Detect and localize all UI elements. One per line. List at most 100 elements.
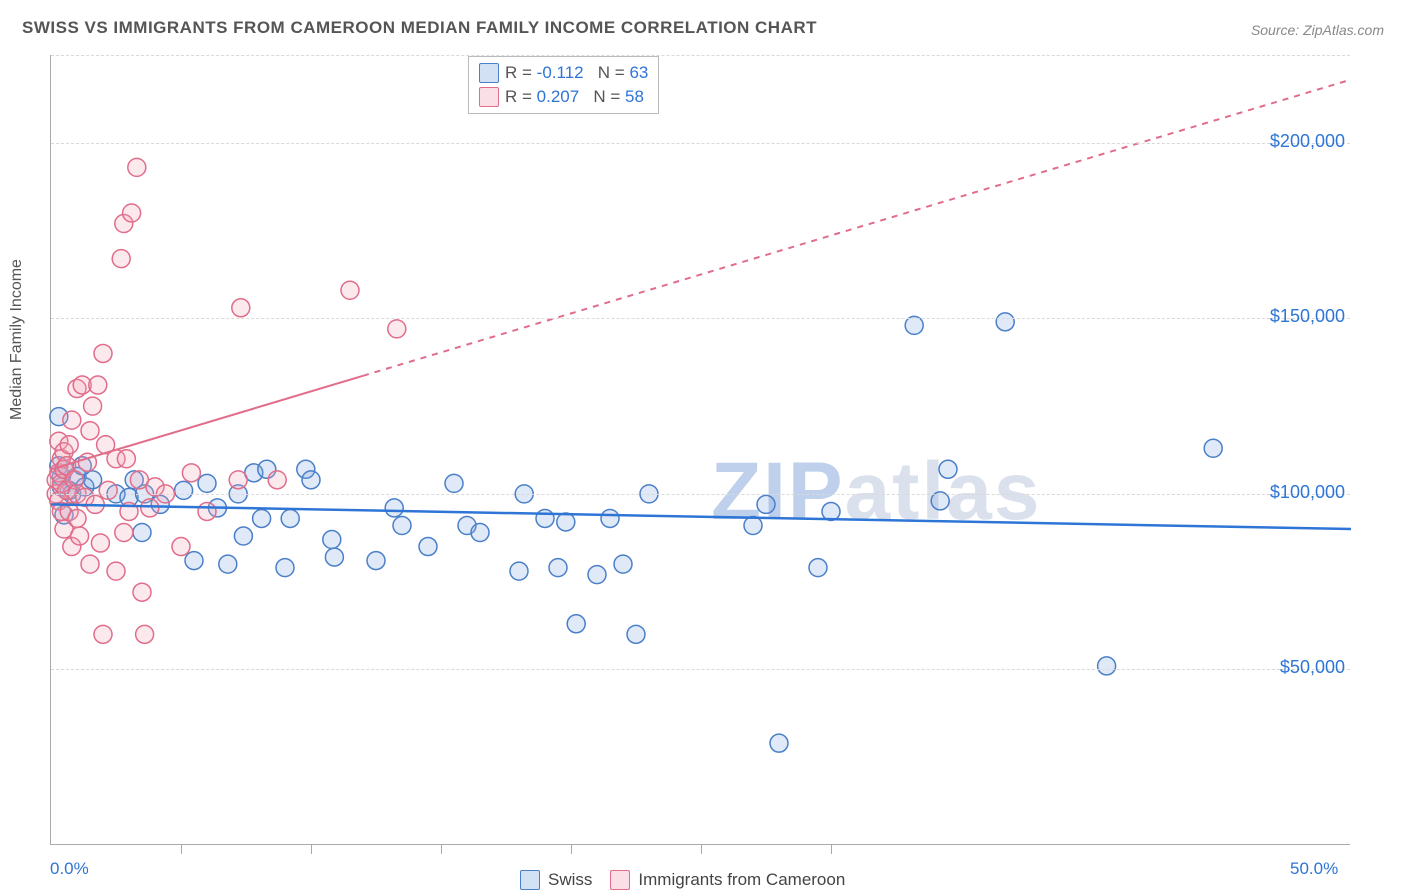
x-tick — [181, 844, 182, 854]
chart-title: SWISS VS IMMIGRANTS FROM CAMEROON MEDIAN… — [22, 18, 817, 38]
scatter-point — [939, 460, 957, 478]
scatter-point — [198, 474, 216, 492]
scatter-point — [445, 474, 463, 492]
scatter-point — [136, 625, 154, 643]
scatter-point — [325, 548, 343, 566]
scatter-point — [71, 527, 89, 545]
x-tick — [701, 844, 702, 854]
scatter-point — [557, 513, 575, 531]
legend-stats-row: R = -0.112 N = 63 — [479, 61, 648, 85]
scatter-point — [60, 436, 78, 454]
scatter-point — [367, 552, 385, 570]
scatter-point — [1098, 657, 1116, 675]
scatter-point — [822, 502, 840, 520]
scatter-point — [141, 499, 159, 517]
scatter-point — [172, 538, 190, 556]
scatter-point — [112, 250, 130, 268]
scatter-point — [115, 524, 133, 542]
gridline — [51, 494, 1350, 495]
scatter-point — [302, 471, 320, 489]
scatter-point — [94, 625, 112, 643]
scatter-point — [809, 559, 827, 577]
scatter-point — [84, 397, 102, 415]
legend-swatch — [520, 870, 540, 890]
x-tick — [441, 844, 442, 854]
source-label: Source: ZipAtlas.com — [1251, 22, 1384, 38]
scatter-point — [219, 555, 237, 573]
y-tick-label: $100,000 — [1250, 482, 1345, 503]
x-tick — [831, 844, 832, 854]
legend-stat-text: R = 0.207 N = 58 — [505, 87, 644, 107]
scatter-point — [1204, 439, 1222, 457]
scatter-point — [63, 411, 81, 429]
scatter-point — [81, 422, 99, 440]
x-tick — [311, 844, 312, 854]
scatter-point — [133, 524, 151, 542]
x-tick-label: 0.0% — [50, 859, 89, 879]
scatter-point — [627, 625, 645, 643]
plot-area: ZIPatlas — [50, 55, 1350, 845]
scatter-point — [268, 471, 286, 489]
scatter-point — [601, 509, 619, 527]
x-tick-label: 50.0% — [1290, 859, 1338, 879]
scatter-point — [99, 481, 117, 499]
scatter-point — [419, 538, 437, 556]
scatter-point — [175, 481, 193, 499]
scatter-point — [234, 527, 252, 545]
legend-series-item: Swiss — [520, 870, 592, 890]
y-tick-label: $150,000 — [1250, 306, 1345, 327]
scatter-point — [133, 583, 151, 601]
scatter-point — [123, 204, 141, 222]
scatter-point — [198, 502, 216, 520]
scatter-point — [744, 516, 762, 534]
scatter-point — [81, 555, 99, 573]
scatter-point — [185, 552, 203, 570]
scatter-point — [68, 509, 86, 527]
scatter-point — [84, 471, 102, 489]
scatter-point — [996, 313, 1014, 331]
trend-line-extrapolated — [363, 80, 1351, 376]
scatter-point — [182, 464, 200, 482]
scatter-point — [536, 509, 554, 527]
legend-stat-text: R = -0.112 N = 63 — [505, 63, 648, 83]
scatter-point — [510, 562, 528, 580]
scatter-point — [588, 566, 606, 584]
scatter-point — [89, 376, 107, 394]
trend-line — [51, 504, 1351, 529]
scatter-point — [471, 524, 489, 542]
y-tick-label: $50,000 — [1250, 657, 1345, 678]
scatter-point — [229, 471, 247, 489]
gridline — [51, 669, 1350, 670]
legend-series: Swiss Immigrants from Cameroon — [520, 870, 845, 890]
scatter-point — [323, 531, 341, 549]
scatter-point — [614, 555, 632, 573]
gridline — [51, 318, 1350, 319]
x-tick — [571, 844, 572, 854]
gridline — [51, 143, 1350, 144]
scatter-point — [94, 344, 112, 362]
legend-swatch — [479, 63, 499, 83]
legend-series-label: Swiss — [548, 870, 592, 890]
scatter-point — [757, 495, 775, 513]
scatter-point — [393, 516, 411, 534]
scatter-point — [107, 562, 125, 580]
legend-stats: R = -0.112 N = 63 R = 0.207 N = 58 — [468, 56, 659, 114]
scatter-point — [385, 499, 403, 517]
y-axis-label: Median Family Income — [8, 259, 26, 420]
scatter-point — [117, 450, 135, 468]
legend-stats-row: R = 0.207 N = 58 — [479, 85, 648, 109]
scatter-point — [549, 559, 567, 577]
chart-svg — [51, 55, 1350, 844]
legend-series-label: Immigrants from Cameroon — [638, 870, 845, 890]
legend-series-item: Immigrants from Cameroon — [610, 870, 845, 890]
scatter-point — [388, 320, 406, 338]
scatter-point — [128, 158, 146, 176]
legend-swatch — [610, 870, 630, 890]
y-tick-label: $200,000 — [1250, 131, 1345, 152]
scatter-point — [567, 615, 585, 633]
scatter-point — [253, 509, 271, 527]
scatter-point — [770, 734, 788, 752]
scatter-point — [276, 559, 294, 577]
scatter-point — [341, 281, 359, 299]
legend-swatch — [479, 87, 499, 107]
